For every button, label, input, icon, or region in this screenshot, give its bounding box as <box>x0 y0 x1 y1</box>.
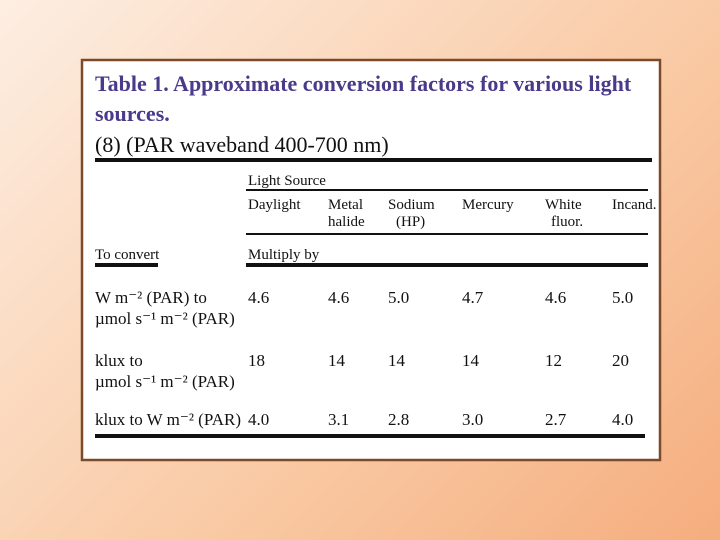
cell: 5.0 <box>388 288 409 307</box>
cell: 4.6 <box>328 288 349 307</box>
cell: 4.0 <box>612 410 633 429</box>
column-header: halide <box>328 214 365 230</box>
column-header: Metal <box>328 197 363 213</box>
row-label: µmol s⁻¹ m⁻² (PAR) <box>95 309 235 328</box>
cell: 2.8 <box>388 410 409 429</box>
cell: 2.7 <box>545 410 567 429</box>
title: sources. <box>95 101 170 126</box>
cell: 4.7 <box>462 288 484 307</box>
row-label: klux to <box>95 351 143 370</box>
column-header: Mercury <box>462 197 514 213</box>
unit-header: Multiply by <box>248 247 320 263</box>
title: Table 1. Approximate conversion factors … <box>95 71 632 96</box>
column-header: Incand. <box>612 197 657 213</box>
cell: 5.0 <box>612 288 633 307</box>
cell: 3.1 <box>328 410 349 429</box>
source-note: (8) (PAR waveband 400-700 nm) <box>95 132 389 157</box>
column-header: fluor. <box>551 214 583 230</box>
row-label: W m⁻² (PAR) to <box>95 288 207 307</box>
column-header: White <box>545 197 582 213</box>
cell: 14 <box>328 351 346 370</box>
cell: 20 <box>612 351 629 370</box>
cell: 14 <box>388 351 406 370</box>
cell: 4.6 <box>248 288 269 307</box>
cell: 4.6 <box>545 288 566 307</box>
column-header: (HP) <box>396 214 425 230</box>
column-header: Daylight <box>248 197 301 213</box>
cell: 12 <box>545 351 562 370</box>
row-label: klux to W m⁻² (PAR) <box>95 410 241 429</box>
row-label: µmol s⁻¹ m⁻² (PAR) <box>95 372 235 391</box>
cell: 3.0 <box>462 410 483 429</box>
cell: 4.0 <box>248 410 269 429</box>
group-header: Light Source <box>248 173 326 189</box>
cell: 18 <box>248 351 265 370</box>
column-header: Sodium <box>388 197 435 213</box>
row-header: To convert <box>95 247 160 263</box>
cell: 14 <box>462 351 480 370</box>
table-frame <box>80 58 662 462</box>
